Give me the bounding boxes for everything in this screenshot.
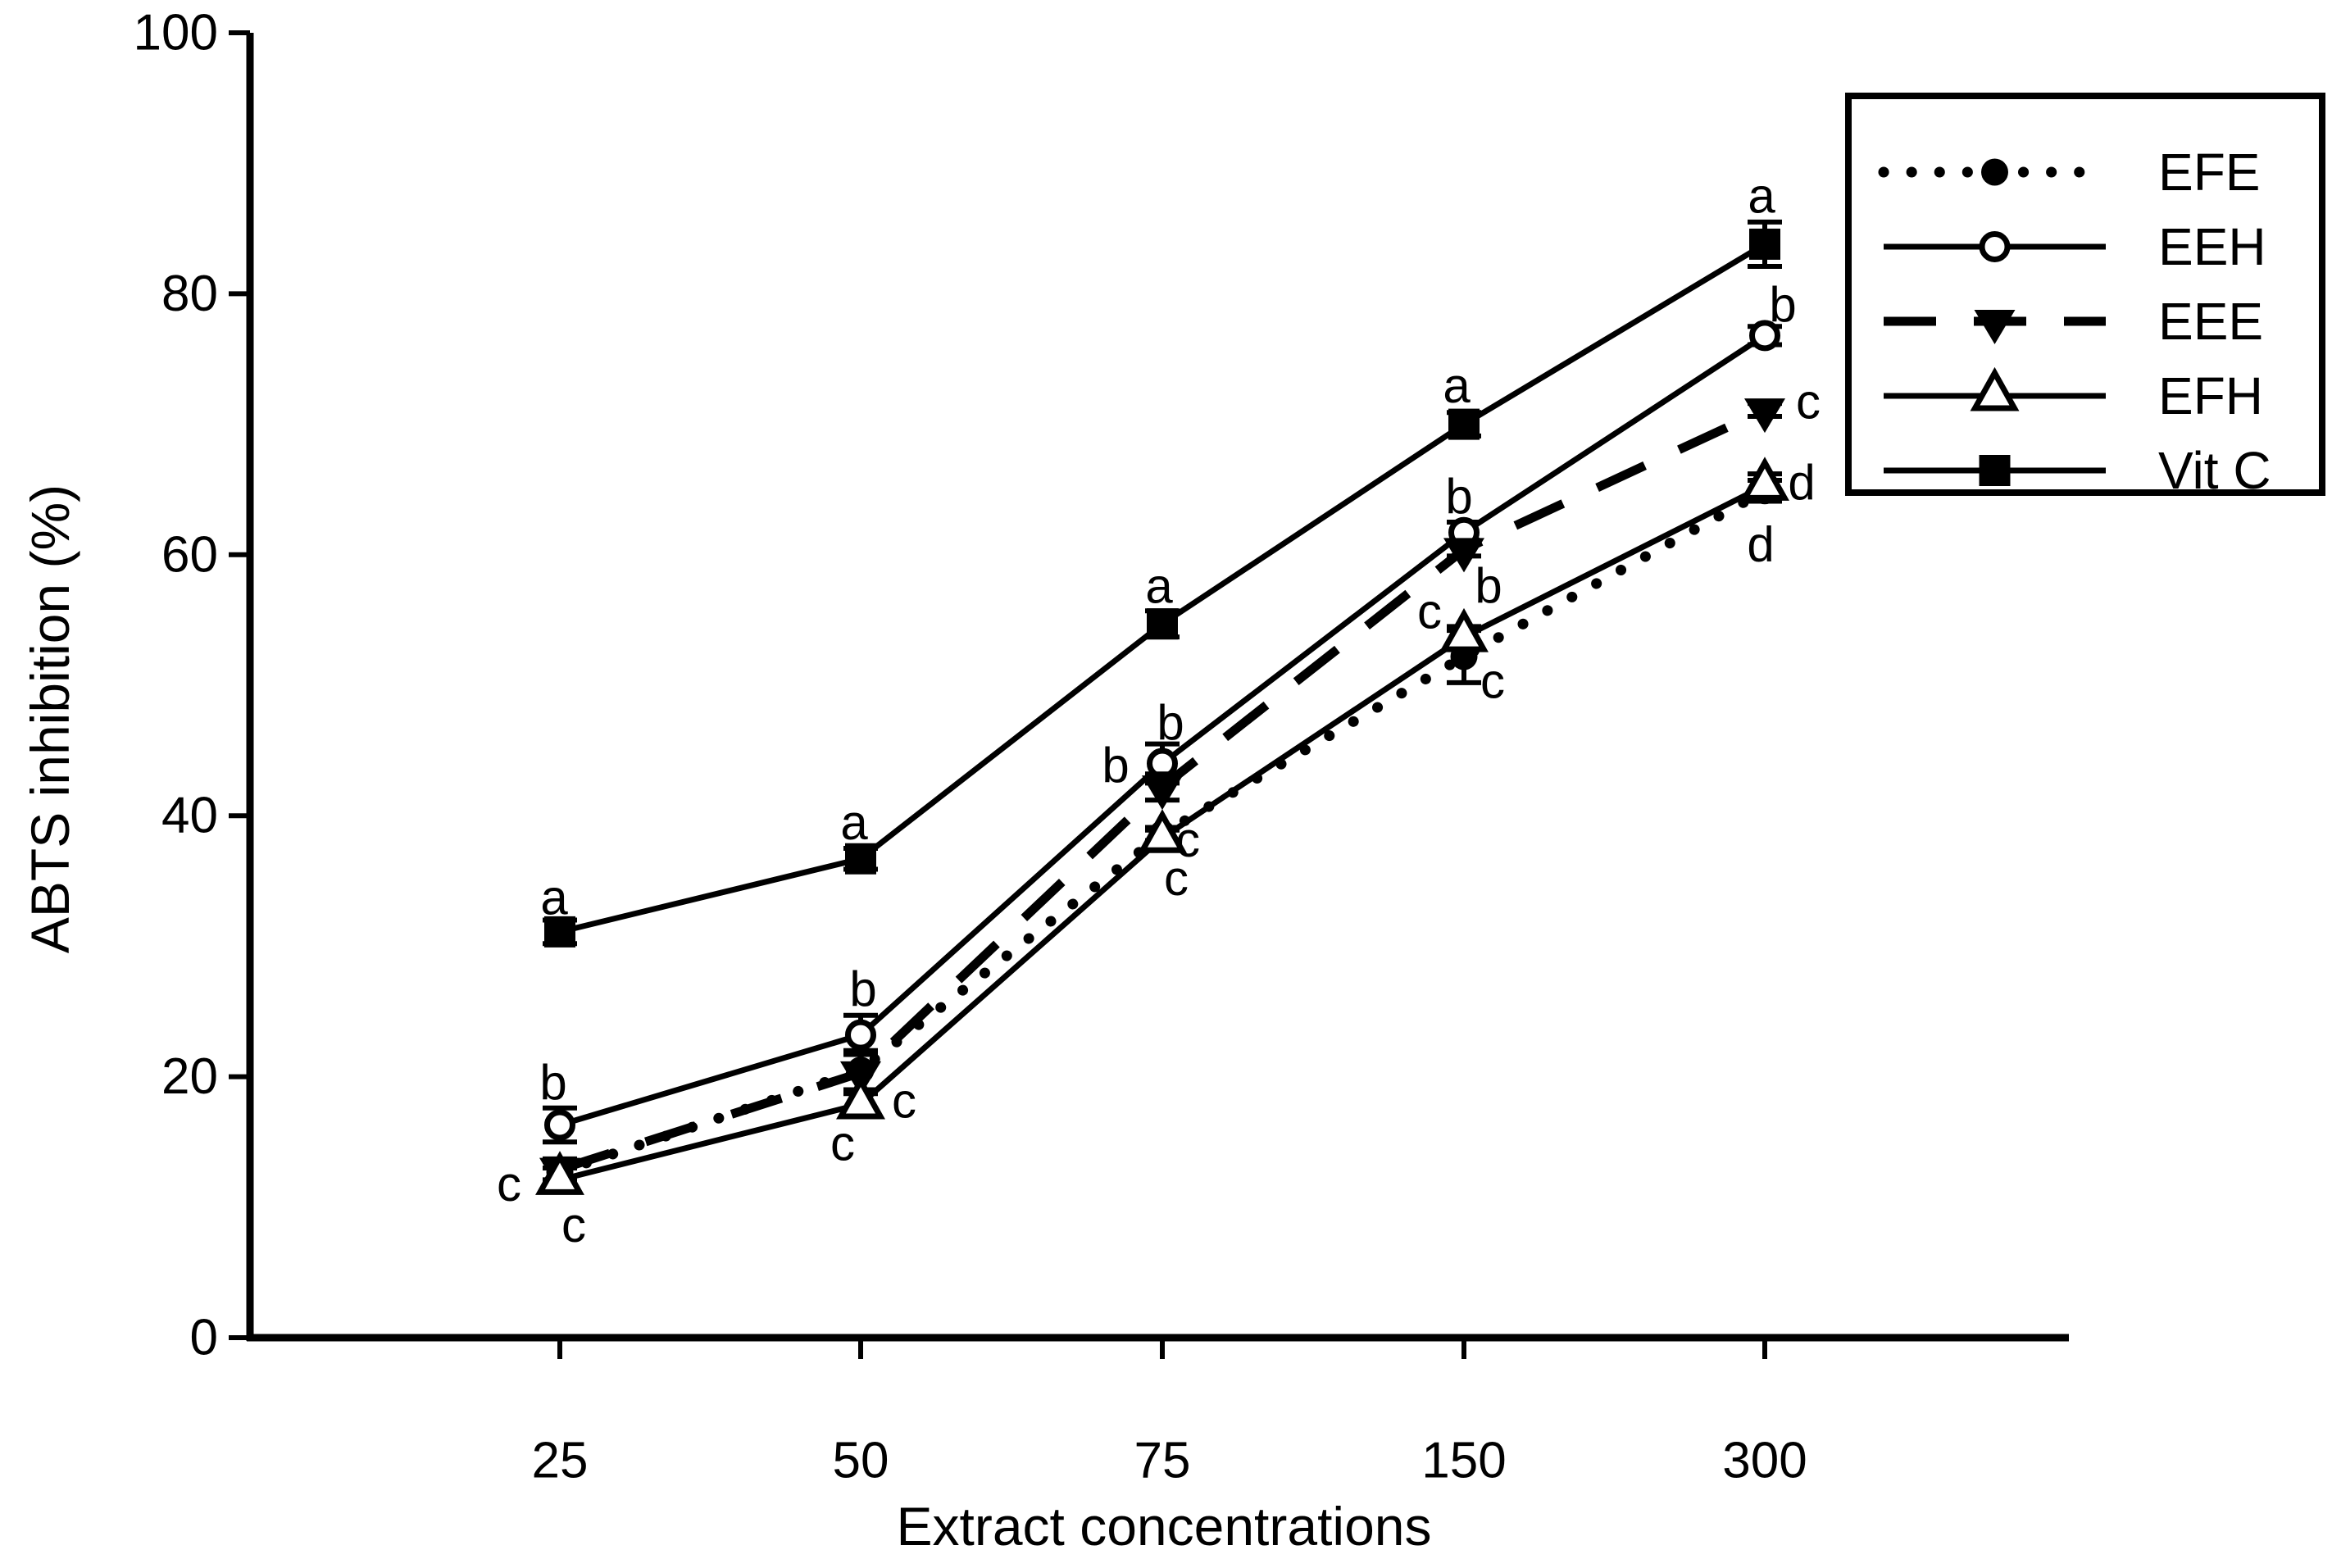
marker-EEH-1 [845,1019,876,1051]
open-triangle-up-marker-icon [1439,607,1489,652]
open-circle-marker-icon [544,1109,575,1141]
series-Vit-C [543,219,1782,948]
x-tick-label: 25 [532,1433,589,1489]
y-tick-label: 60 [161,526,218,583]
legend-item-EFH: EFH [1884,366,2263,425]
x-tick-label: 75 [1134,1433,1191,1489]
marker-Vit-C-1 [845,843,876,875]
filled-square-marker-icon [1147,608,1178,640]
filled-square-marker-icon [1448,408,1480,440]
sig-letter-a-150: a [1443,358,1471,413]
series-EEH [543,320,1782,1145]
sig-letter-c-150: c [1480,653,1505,708]
legend-label-EEH: EEH [2158,217,2266,276]
sig-letter-c-50: c [830,1116,855,1171]
filled-square-marker-icon [1749,228,1780,260]
legend-label-EFH: EFH [2158,366,2263,425]
legend-label-Vit-C: Vit C [2158,441,2271,500]
filled-triangle-down-marker-icon [1142,775,1183,811]
filled-triangle-down-marker-icon [1744,398,1785,434]
y-tick-label: 80 [161,266,218,322]
sig-letter-c-150: c [1417,584,1442,639]
legend-label-EFE: EFE [2158,143,2260,202]
marker-EEH-0 [544,1109,575,1141]
filled-square-marker-icon [1979,455,2011,486]
sig-letter-c-75: c [1175,812,1200,867]
marker-EEE-4 [1744,398,1785,434]
legend-marker-EEE [1974,310,2016,344]
open-triangle-up-marker-icon [1740,457,1789,501]
legend-item-Vit-C: Vit C [1884,441,2271,500]
marker-EFH-3 [1439,607,1489,652]
sig-letter-d-300: d [1788,455,1815,510]
legend-box [1845,93,2325,496]
y-axis-title: ABTS inhibition (%) [20,484,80,953]
legend-marker-EFH [1970,366,2020,411]
marker-Vit-C-0 [544,916,575,948]
series-EFH [535,457,1789,1195]
sig-letter-c-25: c [497,1157,521,1211]
open-circle-marker-icon [1749,320,1780,352]
marker-EFH-1 [836,1075,885,1120]
x-axis-title: Extract concentrations [897,1496,1432,1557]
sig-letter-b-75: b [1102,738,1129,793]
legend-item-EEH: EEH [1884,217,2266,276]
x-tick-label: 300 [1722,1433,1807,1489]
y-tick-label: 40 [161,788,218,844]
sig-letter-a-75: a [1145,559,1173,614]
marker-Vit-C-4 [1749,228,1780,260]
sig-letter-b-150: b [1445,469,1472,524]
marker-EFH-2 [1138,809,1187,853]
open-triangle-up-marker-icon [836,1075,885,1120]
marker-EEE-3 [1443,538,1484,573]
sig-letter-a-300: a [1748,168,1775,223]
y-tick-label: 20 [161,1048,218,1105]
x-tick-label: 150 [1421,1433,1506,1489]
axes: 0 20 40 60 80 100 25 50 75 150 300 [134,5,2069,1489]
sig-letter-b-75: b [1157,695,1184,750]
legend-item-EFE: EFE [1878,143,2260,202]
y-tick-label: 100 [134,5,218,61]
sig-letter-b-150: b [1475,558,1502,613]
sig-letter-b-300: b [1769,277,1796,332]
sig-letter-c-50: c [892,1073,916,1128]
sig-letter-a-50: a [840,795,868,850]
filled-square-marker-icon [544,916,575,948]
marker-EFH-0 [535,1151,584,1195]
filled-circle-marker-icon [1981,158,2008,186]
legend-marker-EEH [1979,231,2011,262]
legend-label-EEE: EEE [2158,292,2263,351]
y-tick-label: 0 [190,1310,218,1366]
filled-triangle-down-marker-icon [1974,310,2016,344]
open-circle-marker-icon [845,1019,876,1051]
legend-marker-EFE [1981,158,2008,186]
marker-EFH-4 [1740,457,1789,501]
sig-letter-c-75: c [1164,851,1189,906]
marker-Vit-C-2 [1147,608,1178,640]
filled-square-marker-icon [845,843,876,875]
sig-letter-b-50: b [849,961,876,1016]
legend: EFE EEH EEE EFH Vit C [1845,93,2325,500]
open-triangle-up-marker-icon [1138,809,1187,853]
open-triangle-up-marker-icon [1970,366,2020,411]
sig-letter-d-300: d [1747,516,1774,571]
marker-EEH-4 [1749,320,1780,352]
open-triangle-up-marker-icon [535,1151,584,1195]
legend-item-EEE: EEE [1884,292,2263,351]
marker-Vit-C-3 [1448,408,1480,440]
legend-marker-Vit-C [1979,455,2011,486]
sig-letter-c-25: c [561,1198,586,1252]
marker-EEE-2 [1142,775,1183,811]
sig-letter-a-25: a [540,870,568,925]
filled-triangle-down-marker-icon [1443,538,1484,573]
x-tick-label: 50 [833,1433,889,1489]
open-circle-marker-icon [1979,231,2011,262]
sig-letter-b-25: b [539,1055,566,1110]
sig-letter-c-300: c [1796,375,1821,429]
